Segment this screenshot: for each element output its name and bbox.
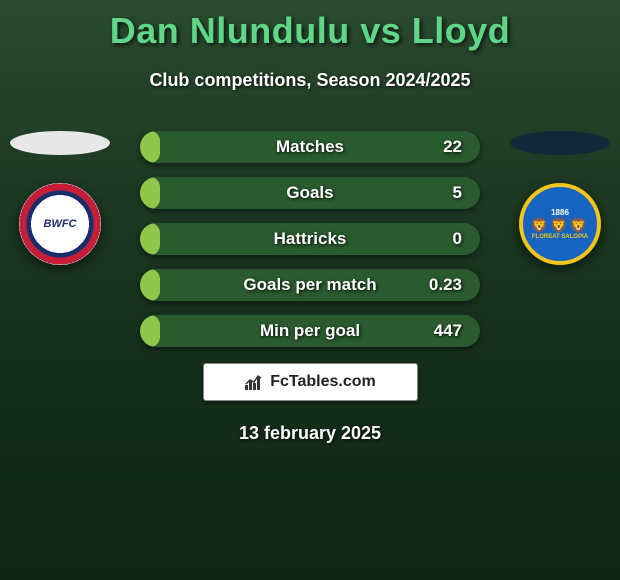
club-crest-left-text: BWFC: [40, 204, 80, 244]
crest-right-year: 1886: [531, 208, 589, 217]
player-right-flag: [510, 131, 610, 155]
stats-list: Matches22 Goals5 Hattricks0 Goals per match…: [140, 131, 480, 347]
player-left-column: BWFC: [10, 131, 110, 265]
club-crest-right: 1886 🦁🦁🦁 FLOREAT SALOPIA: [519, 183, 601, 265]
stat-value: 0.23: [429, 275, 462, 295]
player-left-flag: [10, 131, 110, 155]
stat-label: Min per goal: [140, 321, 480, 341]
stat-label: Matches: [140, 137, 480, 157]
brand-badge[interactable]: FcTables.com: [203, 363, 418, 401]
stat-value: 0: [453, 229, 462, 249]
comparison-title: Dan Nlundulu vs Lloyd: [0, 0, 620, 52]
stat-row: Goals per match0.23: [140, 269, 480, 301]
main-area: BWFC 1886 🦁🦁🦁 FLOREAT SALOPIA Matches22 G…: [0, 131, 620, 444]
chart-icon: [244, 373, 264, 391]
crest-right-motto: FLOREAT SALOPIA: [531, 234, 589, 240]
stat-value: 22: [443, 137, 462, 157]
stat-label: Goals: [140, 183, 480, 203]
stat-value: 447: [434, 321, 462, 341]
comparison-subtitle: Club competitions, Season 2024/2025: [0, 70, 620, 91]
comparison-date: 13 february 2025: [0, 423, 620, 444]
club-crest-right-inner: 1886 🦁🦁🦁 FLOREAT SALOPIA: [531, 208, 589, 240]
crest-right-lions-icon: 🦁🦁🦁: [531, 217, 589, 234]
stat-value: 5: [453, 183, 462, 203]
club-crest-left: BWFC: [19, 183, 101, 265]
player-right-column: 1886 🦁🦁🦁 FLOREAT SALOPIA: [510, 131, 610, 265]
brand-text: FcTables.com: [270, 373, 376, 391]
stat-row: Goals5: [140, 177, 480, 209]
stat-row: Min per goal447: [140, 315, 480, 347]
stat-label: Hattricks: [140, 229, 480, 249]
stat-row: Matches22: [140, 131, 480, 163]
stat-row: Hattricks0: [140, 223, 480, 255]
